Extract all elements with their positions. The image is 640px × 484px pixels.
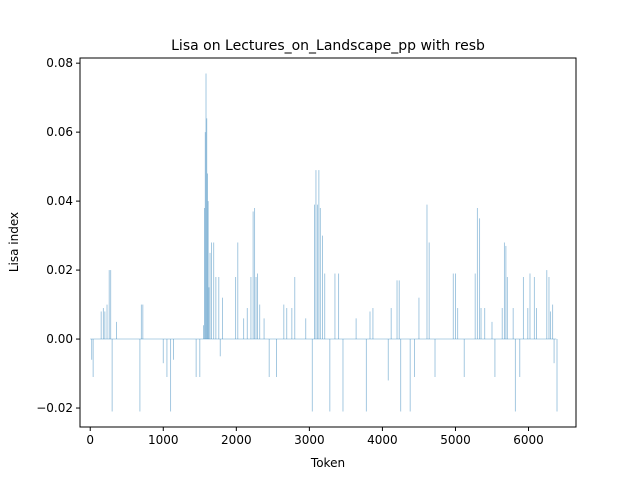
y-tick-label: 0.04 [46, 194, 73, 208]
y-axis: −0.02 0.00 0.02 0.04 0.06 0.08 [36, 56, 80, 415]
x-tick-label: 3000 [294, 433, 325, 447]
axes-frame [79, 57, 577, 428]
x-tick-label: 6000 [513, 433, 544, 447]
x-tick-label: 2000 [221, 433, 252, 447]
y-tick-label: 0.00 [46, 332, 73, 346]
plot-area [90, 73, 558, 412]
y-tick-label: 0.08 [46, 56, 73, 70]
y-axis-label: Lisa index [7, 212, 21, 272]
x-axis-label: Token [310, 456, 345, 470]
chart-title: Lisa on Lectures_on_Landscape_pp with re… [171, 38, 485, 54]
y-tick-label: 0.06 [46, 125, 73, 139]
x-axis: 0 1000 2000 3000 4000 5000 6000 [86, 427, 544, 447]
x-tick-label: 0 [86, 433, 94, 447]
y-tick-label: 0.02 [46, 263, 73, 277]
x-tick-label: 4000 [367, 433, 398, 447]
x-tick-label: 1000 [148, 433, 179, 447]
y-tick-label: −0.02 [36, 401, 73, 415]
x-tick-label: 5000 [440, 433, 471, 447]
